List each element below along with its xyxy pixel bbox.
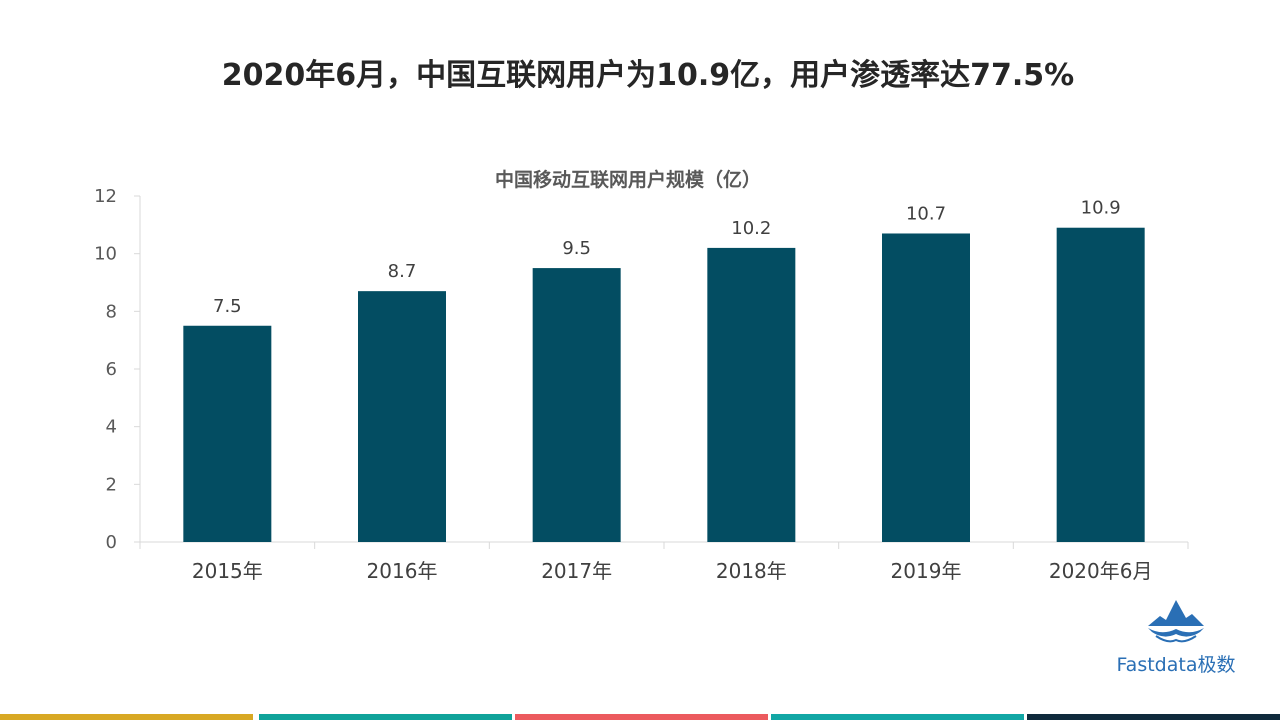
page-title: 2020年6月，中国互联网用户为10.9亿，用户渗透率达77.5% — [221, 58, 1075, 93]
bar-chart: 中国移动互联网用户规模（亿） 0 2 4 6 8 10 12 2015年 2016年 2017年… — [94, 168, 1189, 583]
footer-segment — [1027, 714, 1280, 720]
data-labels: 7.5 8.7 9.5 10.2 10.7 10.9 — [213, 198, 1121, 317]
footer-color-bar — [0, 714, 1280, 720]
x-tick-label: 2018年 — [716, 559, 787, 583]
footer-segment — [0, 714, 253, 720]
footer-segment — [515, 714, 768, 720]
data-label: 9.5 — [562, 238, 591, 259]
y-tick-label: 12 — [94, 186, 117, 207]
y-axis: 0 2 4 6 8 10 12 — [94, 186, 141, 553]
chart-title: 中国移动互联网用户规模（亿） — [495, 168, 761, 191]
data-label: 7.5 — [213, 296, 242, 317]
footer-segment — [259, 714, 512, 720]
y-tick-label: 10 — [94, 244, 117, 265]
bar — [882, 233, 970, 542]
fastdata-logo: Fastdata极数 — [1092, 596, 1260, 682]
bars — [183, 227, 1145, 542]
logo-text: Fastdata极数 — [1116, 654, 1236, 676]
mountain-logo-icon — [1148, 600, 1204, 643]
bar — [183, 325, 272, 542]
bar — [358, 291, 446, 542]
y-tick-label: 2 — [106, 474, 117, 495]
data-label: 10.2 — [731, 218, 771, 239]
y-tick-label: 0 — [106, 532, 117, 553]
data-label: 10.9 — [1081, 198, 1121, 219]
y-tick-label: 6 — [106, 359, 117, 380]
y-tick-label: 8 — [106, 301, 117, 322]
bar — [1056, 227, 1145, 542]
x-tick-label: 2020年6月 — [1049, 559, 1153, 583]
x-tick-label: 2016年 — [367, 559, 438, 583]
footer-segment — [771, 714, 1024, 720]
data-label: 10.7 — [906, 203, 946, 224]
data-label: 8.7 — [388, 261, 417, 282]
bar — [707, 247, 796, 542]
x-tick-label: 2015年 — [192, 559, 263, 583]
x-axis: 2015年 2016年 2017年 2018年 2019年 2020年6月 — [139, 541, 1189, 583]
y-tick-label: 4 — [106, 417, 117, 438]
x-tick-label: 2017年 — [541, 559, 612, 583]
bar — [532, 268, 621, 542]
x-tick-label: 2019年 — [891, 559, 962, 583]
